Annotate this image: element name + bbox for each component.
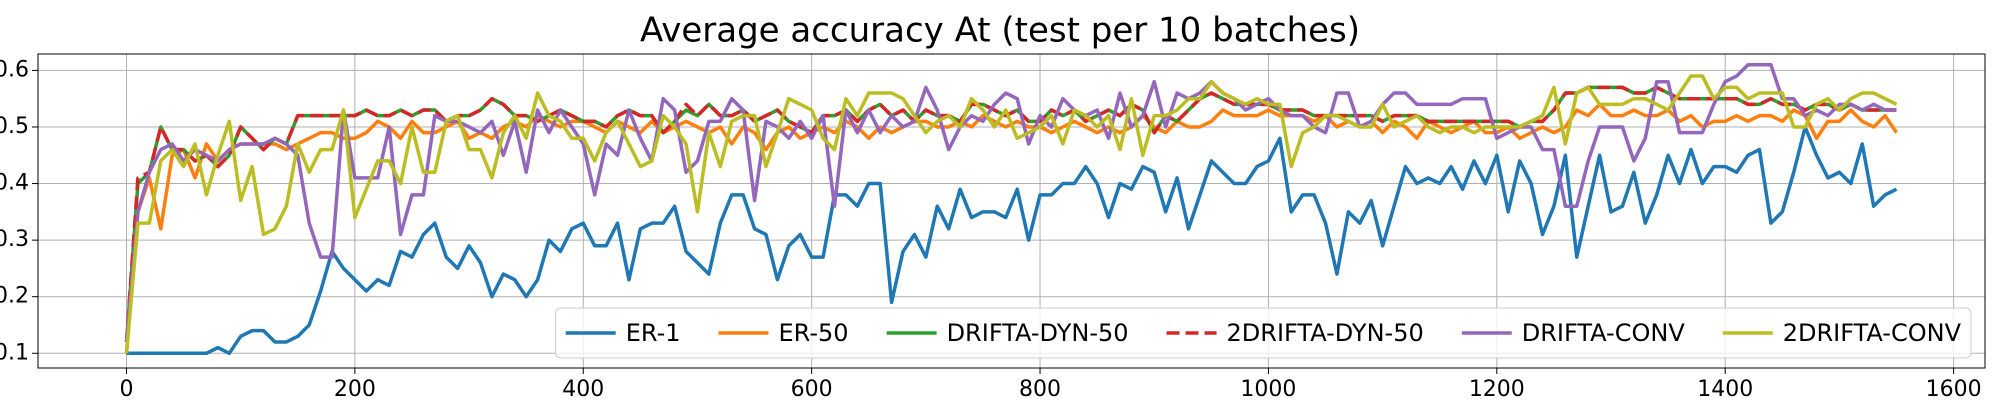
x-tick-label: 400 [562, 377, 604, 400]
y-tick-label: 0.6 [0, 57, 29, 82]
x-tick-label: 800 [1019, 377, 1061, 400]
series-line [124, 63, 1897, 343]
series-line [124, 85, 1897, 343]
x-tick-label: 200 [334, 377, 376, 400]
axes-frame [37, 53, 1986, 369]
y-tick-label: 0.4 [0, 171, 29, 196]
legend-box [555, 307, 1972, 359]
y-tick-label: 0.5 [0, 114, 29, 139]
chart-title: Average accuracy At (test per 10 batches… [640, 11, 1360, 51]
x-tick-label: 600 [791, 377, 833, 400]
legend: ER-1 ER-50 DRIFTA-DYN-50 2DRIFTA-DYN-50 DRIF… [555, 307, 1972, 359]
x-tick-label: 1400 [1697, 377, 1753, 400]
legend-label: DRIFTA-CONV [1522, 319, 1686, 347]
legend-label: 2DRIFTA-DYN-50 [1227, 319, 1424, 347]
y-tick-label: 0.2 [0, 284, 29, 309]
legend-label: ER-1 [626, 319, 681, 347]
y-tick-label: 0.3 [0, 227, 29, 252]
x-tick-label: 1200 [1469, 377, 1525, 400]
series-line [124, 74, 1898, 354]
x-tick-label: 1000 [1240, 377, 1296, 400]
x-tick-label: 0 [120, 377, 134, 400]
series-line [126, 125, 1898, 356]
legend-label: ER-50 [779, 319, 849, 347]
x-tick-label: 1600 [1926, 377, 1982, 400]
legend-label: DRIFTA-DYN-50 [947, 319, 1129, 347]
legend-label: 2DRIFTA-CONV [1783, 319, 1962, 347]
y-tick-label: 0.1 [0, 340, 29, 365]
